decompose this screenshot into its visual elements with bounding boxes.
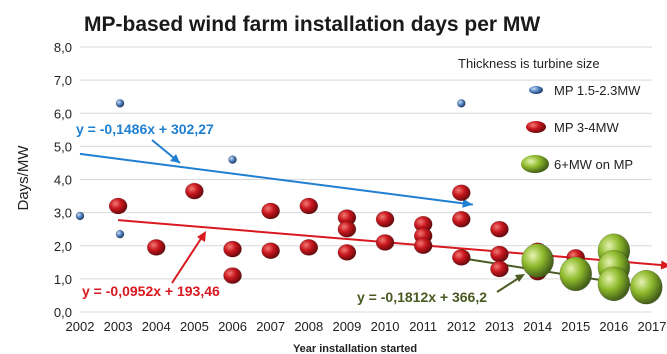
x-tick-label: 2012 — [447, 319, 476, 334]
trend-label-green: y = -0,1812x + 366,2 — [357, 289, 487, 305]
size-note: Thickness is turbine size — [458, 56, 600, 71]
data-point — [223, 240, 242, 258]
data-point — [629, 269, 663, 305]
y-tick-label: 3,0 — [54, 206, 72, 221]
x-tick-label: 2010 — [371, 319, 400, 334]
data-point — [452, 210, 471, 228]
data-point — [115, 99, 125, 108]
data-point — [299, 239, 319, 256]
x-tick-label: 2014 — [523, 319, 552, 334]
arrow-green-head — [515, 274, 525, 282]
data-point — [413, 237, 433, 255]
x-tick-label: 2003 — [104, 319, 133, 334]
y-tick-labels: 0,0 1,0 2,0 3,0 4,0 5,0 6,0 7,0 8,0 — [54, 40, 72, 320]
y-tick-label: 4,0 — [54, 173, 72, 188]
x-tick-label: 2004 — [142, 319, 171, 334]
arrow-red — [171, 233, 205, 284]
data-point — [228, 155, 237, 164]
y-tick-label: 8,0 — [54, 40, 72, 55]
x-tick-label: 2005 — [180, 319, 209, 334]
x-tick-label: 2017 — [638, 319, 667, 334]
data-point — [597, 266, 631, 302]
data-point — [490, 245, 509, 263]
x-tick-label: 2007 — [256, 319, 285, 334]
data-point — [299, 197, 319, 215]
y-tick-label: 2,0 — [54, 239, 72, 254]
x-tick-labels: 2002 2003 2004 2005 2006 2007 2008 2009 2010 2011… — [66, 319, 667, 334]
x-axis-label: Year installation started — [293, 343, 417, 354]
x-tick-label: 2016 — [599, 319, 628, 334]
legend-label-mp-3-4mw: MP 3-4MW — [554, 120, 619, 135]
data-point — [490, 220, 509, 238]
legend-marker-6mw-on-mp — [521, 155, 549, 173]
arrow-red-head — [197, 231, 206, 242]
data-point — [375, 210, 395, 228]
data-point — [75, 211, 85, 221]
x-tick-label: 2002 — [66, 319, 95, 334]
data-point — [146, 239, 166, 256]
data-points — [75, 99, 663, 305]
data-point — [223, 267, 242, 284]
y-tick-label: 1,0 — [54, 272, 72, 287]
legend-marker-mp-1-5-2-3mw — [529, 86, 543, 94]
x-tick-label: 2009 — [332, 319, 361, 334]
y-tick-label: 0,0 — [54, 305, 72, 320]
legend-marker-mp-3-4mw — [526, 121, 546, 133]
trend-label-blue: y = -0,1486x + 302,27 — [76, 121, 214, 137]
data-point — [521, 243, 554, 278]
data-point — [337, 220, 357, 238]
data-point — [108, 197, 128, 215]
chart-title: MP-based wind farm installation days per… — [84, 13, 540, 36]
data-point — [261, 242, 280, 260]
data-point — [490, 260, 509, 278]
x-tick-label: 2015 — [561, 319, 590, 334]
trend-arrowhead — [462, 198, 473, 208]
data-point — [452, 249, 471, 266]
legend-label-mp-1-5-2-3mw: MP 1.5-2.3MW — [554, 83, 641, 98]
x-tick-label: 2013 — [485, 319, 514, 334]
data-point — [261, 202, 280, 220]
trend-label-red: y = -0,0952x + 193,46 — [82, 283, 220, 299]
legend-label-6mw-on-mp: 6+MW on MP — [554, 157, 633, 172]
data-point — [115, 229, 125, 239]
y-tick-label: 6,0 — [54, 106, 72, 121]
data-point — [559, 256, 593, 292]
trend-line — [79, 152, 473, 206]
y-tick-label: 7,0 — [54, 73, 72, 88]
data-point — [185, 182, 204, 200]
arrow-blue-head — [170, 154, 180, 163]
data-point — [337, 244, 357, 261]
data-point — [452, 184, 471, 202]
x-tick-label: 2008 — [294, 319, 323, 334]
data-point — [375, 234, 395, 251]
x-tick-label: 2006 — [218, 319, 247, 334]
data-point — [457, 99, 466, 108]
y-axis-label: Days/MW — [15, 145, 32, 211]
annotation-arrows — [151, 139, 525, 293]
legend: MP 1.5-2.3MW MP 3-4MW 6+MW on MP — [521, 83, 641, 173]
x-tick-label: 2011 — [409, 319, 437, 334]
trend-arrowhead — [660, 260, 667, 270]
y-tick-label: 5,0 — [54, 139, 72, 154]
